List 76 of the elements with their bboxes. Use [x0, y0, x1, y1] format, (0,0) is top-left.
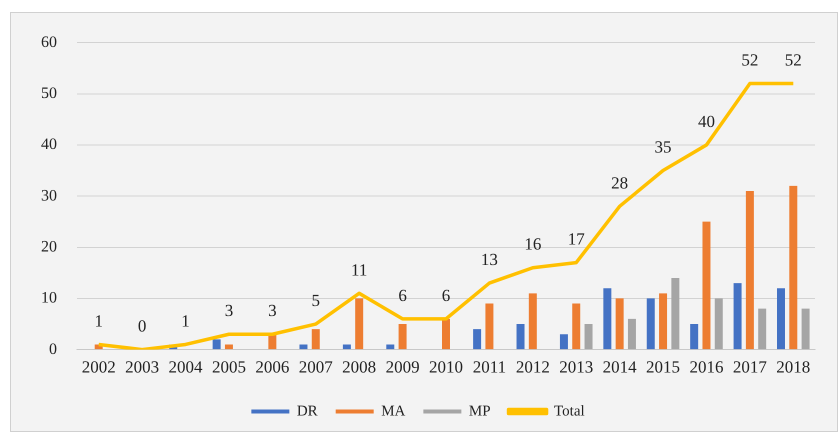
data-label: 52 [784, 50, 802, 70]
data-label: 40 [698, 112, 715, 131]
x-tick-label: 2009 [386, 357, 420, 376]
x-tick-label: 2013 [559, 357, 594, 376]
bar [442, 318, 450, 350]
data-label: 0 [138, 316, 146, 336]
y-tick-label: 10 [41, 290, 57, 307]
data-label: 1 [181, 311, 190, 330]
bar [616, 298, 624, 350]
x-tick-label: 2010 [429, 357, 463, 376]
bar [212, 339, 221, 350]
data-label: 28 [611, 173, 628, 192]
x-tick-label: 2008 [342, 357, 376, 376]
bar [584, 324, 593, 350]
bar [528, 293, 537, 350]
data-label: 17 [568, 230, 586, 249]
y-tick-label: 30 [41, 187, 57, 204]
bar [560, 334, 568, 350]
data-label: 16 [524, 234, 542, 254]
bar [485, 304, 494, 350]
legend-label: MP [468, 403, 491, 420]
x-tick-label: 2002 [82, 357, 116, 376]
x-tick-label: 2004 [168, 357, 204, 376]
y-tick-label: 60 [41, 34, 57, 51]
bar [516, 324, 525, 350]
bar [671, 278, 680, 350]
data-label: 5 [312, 290, 320, 310]
data-label: 35 [654, 137, 672, 156]
bar [690, 324, 698, 350]
bar [312, 329, 320, 350]
bar [398, 324, 407, 350]
x-tick-label: 2007 [298, 357, 334, 376]
bar [224, 344, 233, 350]
bar [628, 318, 636, 350]
bar [758, 308, 766, 350]
bar [299, 344, 308, 350]
bar [646, 298, 655, 350]
bar [789, 186, 798, 350]
x-tick-label: 2015 [646, 357, 680, 376]
bar [714, 298, 723, 350]
legend-label: Total [554, 403, 585, 420]
bar [473, 329, 482, 350]
y-tick-label: 20 [41, 238, 57, 256]
bar [776, 288, 785, 350]
legend-label: DR [296, 403, 318, 420]
x-tick-label: 2018 [776, 357, 810, 376]
y-tick-label: 50 [41, 84, 57, 102]
x-tick-label: 2011 [472, 357, 506, 376]
bar [734, 283, 742, 350]
bar [386, 344, 394, 350]
x-tick-label: 2017 [732, 357, 768, 376]
legend-label: MA [381, 403, 406, 420]
bar [746, 190, 754, 350]
bar [802, 308, 810, 350]
data-label: 3 [224, 301, 234, 320]
bar [355, 298, 364, 350]
y-tick-label: 40 [41, 136, 57, 154]
bar [702, 222, 710, 350]
bar [572, 304, 580, 350]
bar [659, 293, 668, 350]
x-tick-label: 2016 [689, 357, 724, 376]
data-label: 13 [480, 250, 498, 270]
x-tick-label: 2003 [125, 357, 160, 376]
data-label: 11 [350, 260, 368, 280]
data-label: 1 [94, 311, 103, 330]
data-label: 52 [741, 50, 758, 70]
x-tick-label: 2006 [255, 357, 290, 376]
x-tick-label: 2012 [516, 357, 550, 376]
x-tick-label: 2014 [602, 357, 638, 376]
bar [342, 344, 351, 350]
bar [603, 288, 612, 350]
data-label: 6 [442, 286, 450, 305]
data-label: 6 [398, 286, 407, 305]
data-label: 3 [268, 301, 277, 320]
x-tick-label: 2005 [212, 357, 246, 376]
y-tick-label: 0 [49, 340, 57, 358]
